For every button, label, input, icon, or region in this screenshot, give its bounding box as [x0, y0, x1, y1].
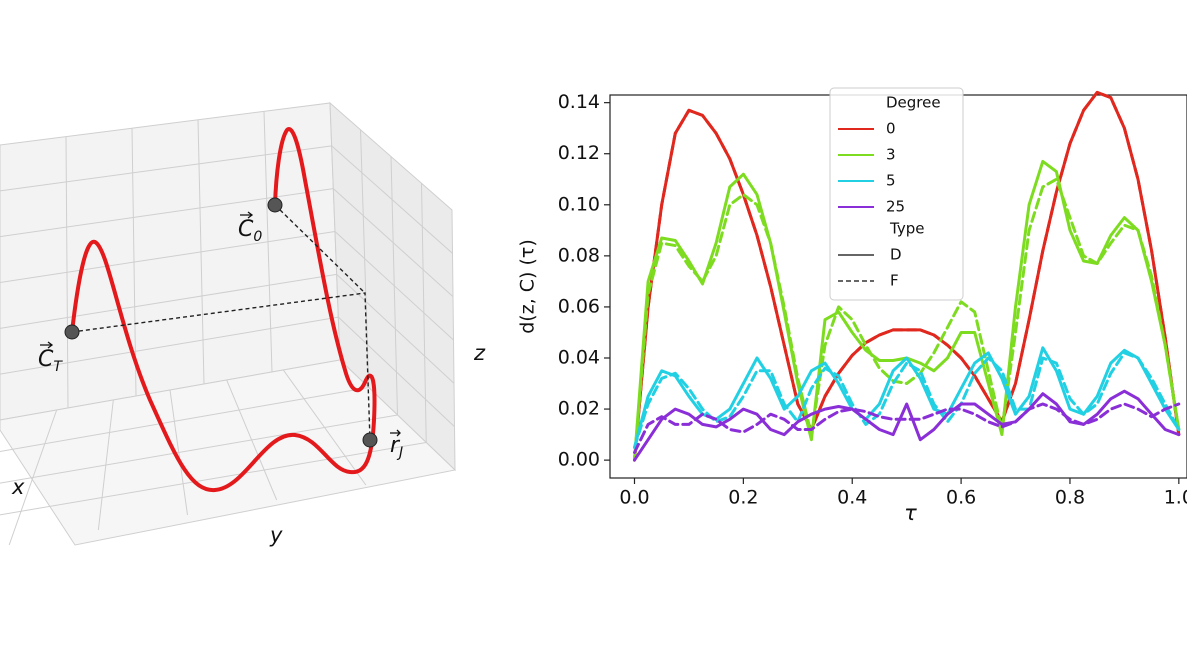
y-tick-label: 0.00 [558, 449, 600, 471]
point-c0 [267, 197, 283, 213]
grid-3d [331, 145, 453, 254]
vector-arrow [390, 429, 401, 437]
trajectory [70, 127, 377, 493]
point-label: C0 [238, 211, 262, 245]
legend-label: F [890, 272, 899, 290]
x-tick-label: 0.6 [946, 487, 976, 509]
axes-3d [0, 101, 457, 546]
point-label: CT [38, 341, 63, 375]
x-tick-label: 1.0 [1164, 487, 1187, 509]
grid-3d [332, 188, 454, 298]
legend-label: D [890, 246, 902, 264]
legend-label: 5 [886, 172, 896, 190]
series-line [633, 90, 1181, 462]
grid-3d [0, 188, 334, 238]
grid-3d [0, 231, 336, 283]
axis-label-x: x [11, 475, 25, 499]
svg-text:C0: C0 [238, 217, 262, 245]
grid-3d [0, 145, 332, 192]
legend-label: 0 [886, 120, 896, 138]
y-tick-label: 0.04 [558, 346, 600, 368]
grid-3d [0, 414, 398, 484]
series-line [633, 402, 1181, 454]
subscript: 0 [253, 229, 262, 245]
x-tick-label: 0.2 [728, 487, 758, 509]
projection-lines [71, 204, 371, 441]
legend-label: 25 [886, 198, 905, 216]
y-axis-label: d(z, C) (τ) [517, 239, 539, 334]
svg-text:rJ: rJ [390, 433, 403, 461]
series-line [633, 389, 1181, 462]
symbol: C [38, 347, 54, 372]
symbol: C [238, 217, 254, 242]
y-tick-label: 0.10 [558, 193, 600, 215]
grid-3d [337, 316, 455, 428]
grid-3d [334, 231, 454, 341]
y-tick-label: 0.02 [558, 398, 600, 420]
vector-arrow [40, 341, 54, 349]
legend-box [829, 87, 964, 301]
legend-title: Degree [886, 94, 941, 112]
y-tick-label: 0.08 [558, 244, 600, 266]
legend-label: 3 [886, 146, 896, 164]
y-tick-label: 0.12 [558, 142, 600, 164]
point-ct [64, 324, 80, 340]
grid-3d [0, 387, 369, 453]
point-rj [362, 432, 378, 448]
y-tick-label: 0.14 [558, 91, 600, 113]
grid-3d [0, 316, 339, 375]
x-tick-label: 0.0 [619, 487, 649, 509]
x-tick-label: 0.8 [1055, 487, 1085, 509]
svg-text:CT: CT [38, 347, 63, 375]
legend-title: Type [889, 220, 924, 238]
grid-3d [0, 442, 427, 516]
symbol: r [390, 433, 401, 458]
subscript: T [53, 359, 63, 375]
line-chart: 0.00 0.02 0.04 0.06 0.08 0.10 0.12 0.14 0.0 0.2 0.… [517, 87, 1187, 525]
x-axis-label: τ [904, 501, 917, 525]
grid-3d [336, 273, 455, 384]
series-line [633, 346, 1181, 449]
series-line [633, 351, 1181, 449]
subscript: J [396, 445, 403, 461]
grid-3d [0, 273, 337, 329]
x-tick-label: 0.4 [837, 487, 867, 509]
point-label: rJ [390, 429, 403, 461]
axis-label-y: y [269, 523, 283, 547]
legend: Degree 0 3 5 25 Type DF [829, 87, 964, 301]
vector-arrow [240, 211, 254, 219]
series-line [633, 177, 1181, 462]
y-tick-label: 0.06 [558, 295, 600, 317]
axis-label-z: z [473, 341, 486, 365]
